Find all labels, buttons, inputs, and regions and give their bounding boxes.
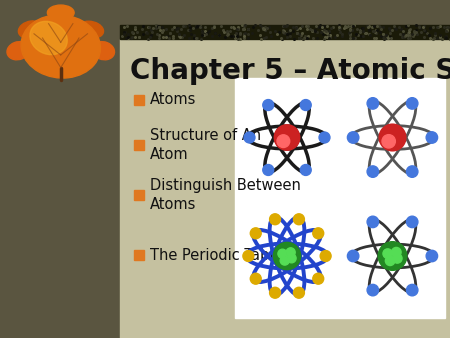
Circle shape [378, 242, 407, 270]
Circle shape [300, 100, 311, 111]
Circle shape [367, 284, 378, 296]
Text: Chapter 5 – Atomic Structure: Chapter 5 – Atomic Structure [130, 57, 450, 85]
Circle shape [263, 165, 274, 175]
Circle shape [244, 132, 255, 143]
Ellipse shape [47, 5, 74, 20]
Bar [0, 0, 120, 338]
Circle shape [426, 250, 437, 262]
Circle shape [347, 250, 359, 262]
Circle shape [406, 216, 418, 227]
Circle shape [383, 249, 392, 258]
Circle shape [250, 273, 261, 284]
Circle shape [347, 132, 359, 143]
Text: Structure of An
Atom: Structure of An Atom [150, 128, 261, 162]
Circle shape [300, 165, 311, 175]
Circle shape [286, 248, 295, 257]
Circle shape [319, 132, 330, 143]
Circle shape [270, 214, 280, 225]
Circle shape [293, 287, 304, 298]
Circle shape [313, 228, 324, 239]
Circle shape [287, 254, 296, 263]
Bar [235, 78, 445, 318]
Ellipse shape [92, 42, 114, 60]
Circle shape [392, 247, 401, 257]
Circle shape [293, 214, 304, 225]
Circle shape [320, 250, 331, 262]
Circle shape [392, 254, 402, 263]
Bar [120, 0, 450, 25]
Circle shape [280, 256, 289, 265]
Circle shape [250, 228, 261, 239]
Circle shape [274, 125, 300, 150]
Circle shape [313, 273, 324, 284]
Circle shape [406, 284, 418, 296]
Circle shape [277, 135, 290, 147]
Text: Atoms: Atoms [150, 93, 196, 107]
Circle shape [367, 216, 378, 227]
Circle shape [382, 135, 396, 148]
Circle shape [263, 100, 274, 111]
Circle shape [367, 98, 378, 109]
Circle shape [379, 124, 406, 151]
Circle shape [385, 256, 395, 266]
Circle shape [270, 287, 280, 298]
Bar [120, 25, 450, 39]
Circle shape [367, 166, 378, 177]
Circle shape [243, 250, 254, 262]
Ellipse shape [7, 42, 29, 60]
Bar [120, 39, 450, 338]
Bar [134, 140, 144, 150]
Bar [134, 190, 144, 200]
Circle shape [426, 132, 437, 143]
Circle shape [273, 242, 301, 270]
Text: The Periodic Table: The Periodic Table [150, 247, 283, 263]
Ellipse shape [79, 21, 104, 38]
Ellipse shape [21, 15, 100, 78]
Bar [134, 95, 144, 105]
Ellipse shape [30, 21, 68, 55]
Circle shape [278, 249, 287, 258]
Text: Distinguish Between
Atoms: Distinguish Between Atoms [150, 178, 301, 212]
Ellipse shape [18, 21, 42, 38]
Bar [134, 250, 144, 260]
Circle shape [406, 98, 418, 109]
Circle shape [406, 166, 418, 177]
